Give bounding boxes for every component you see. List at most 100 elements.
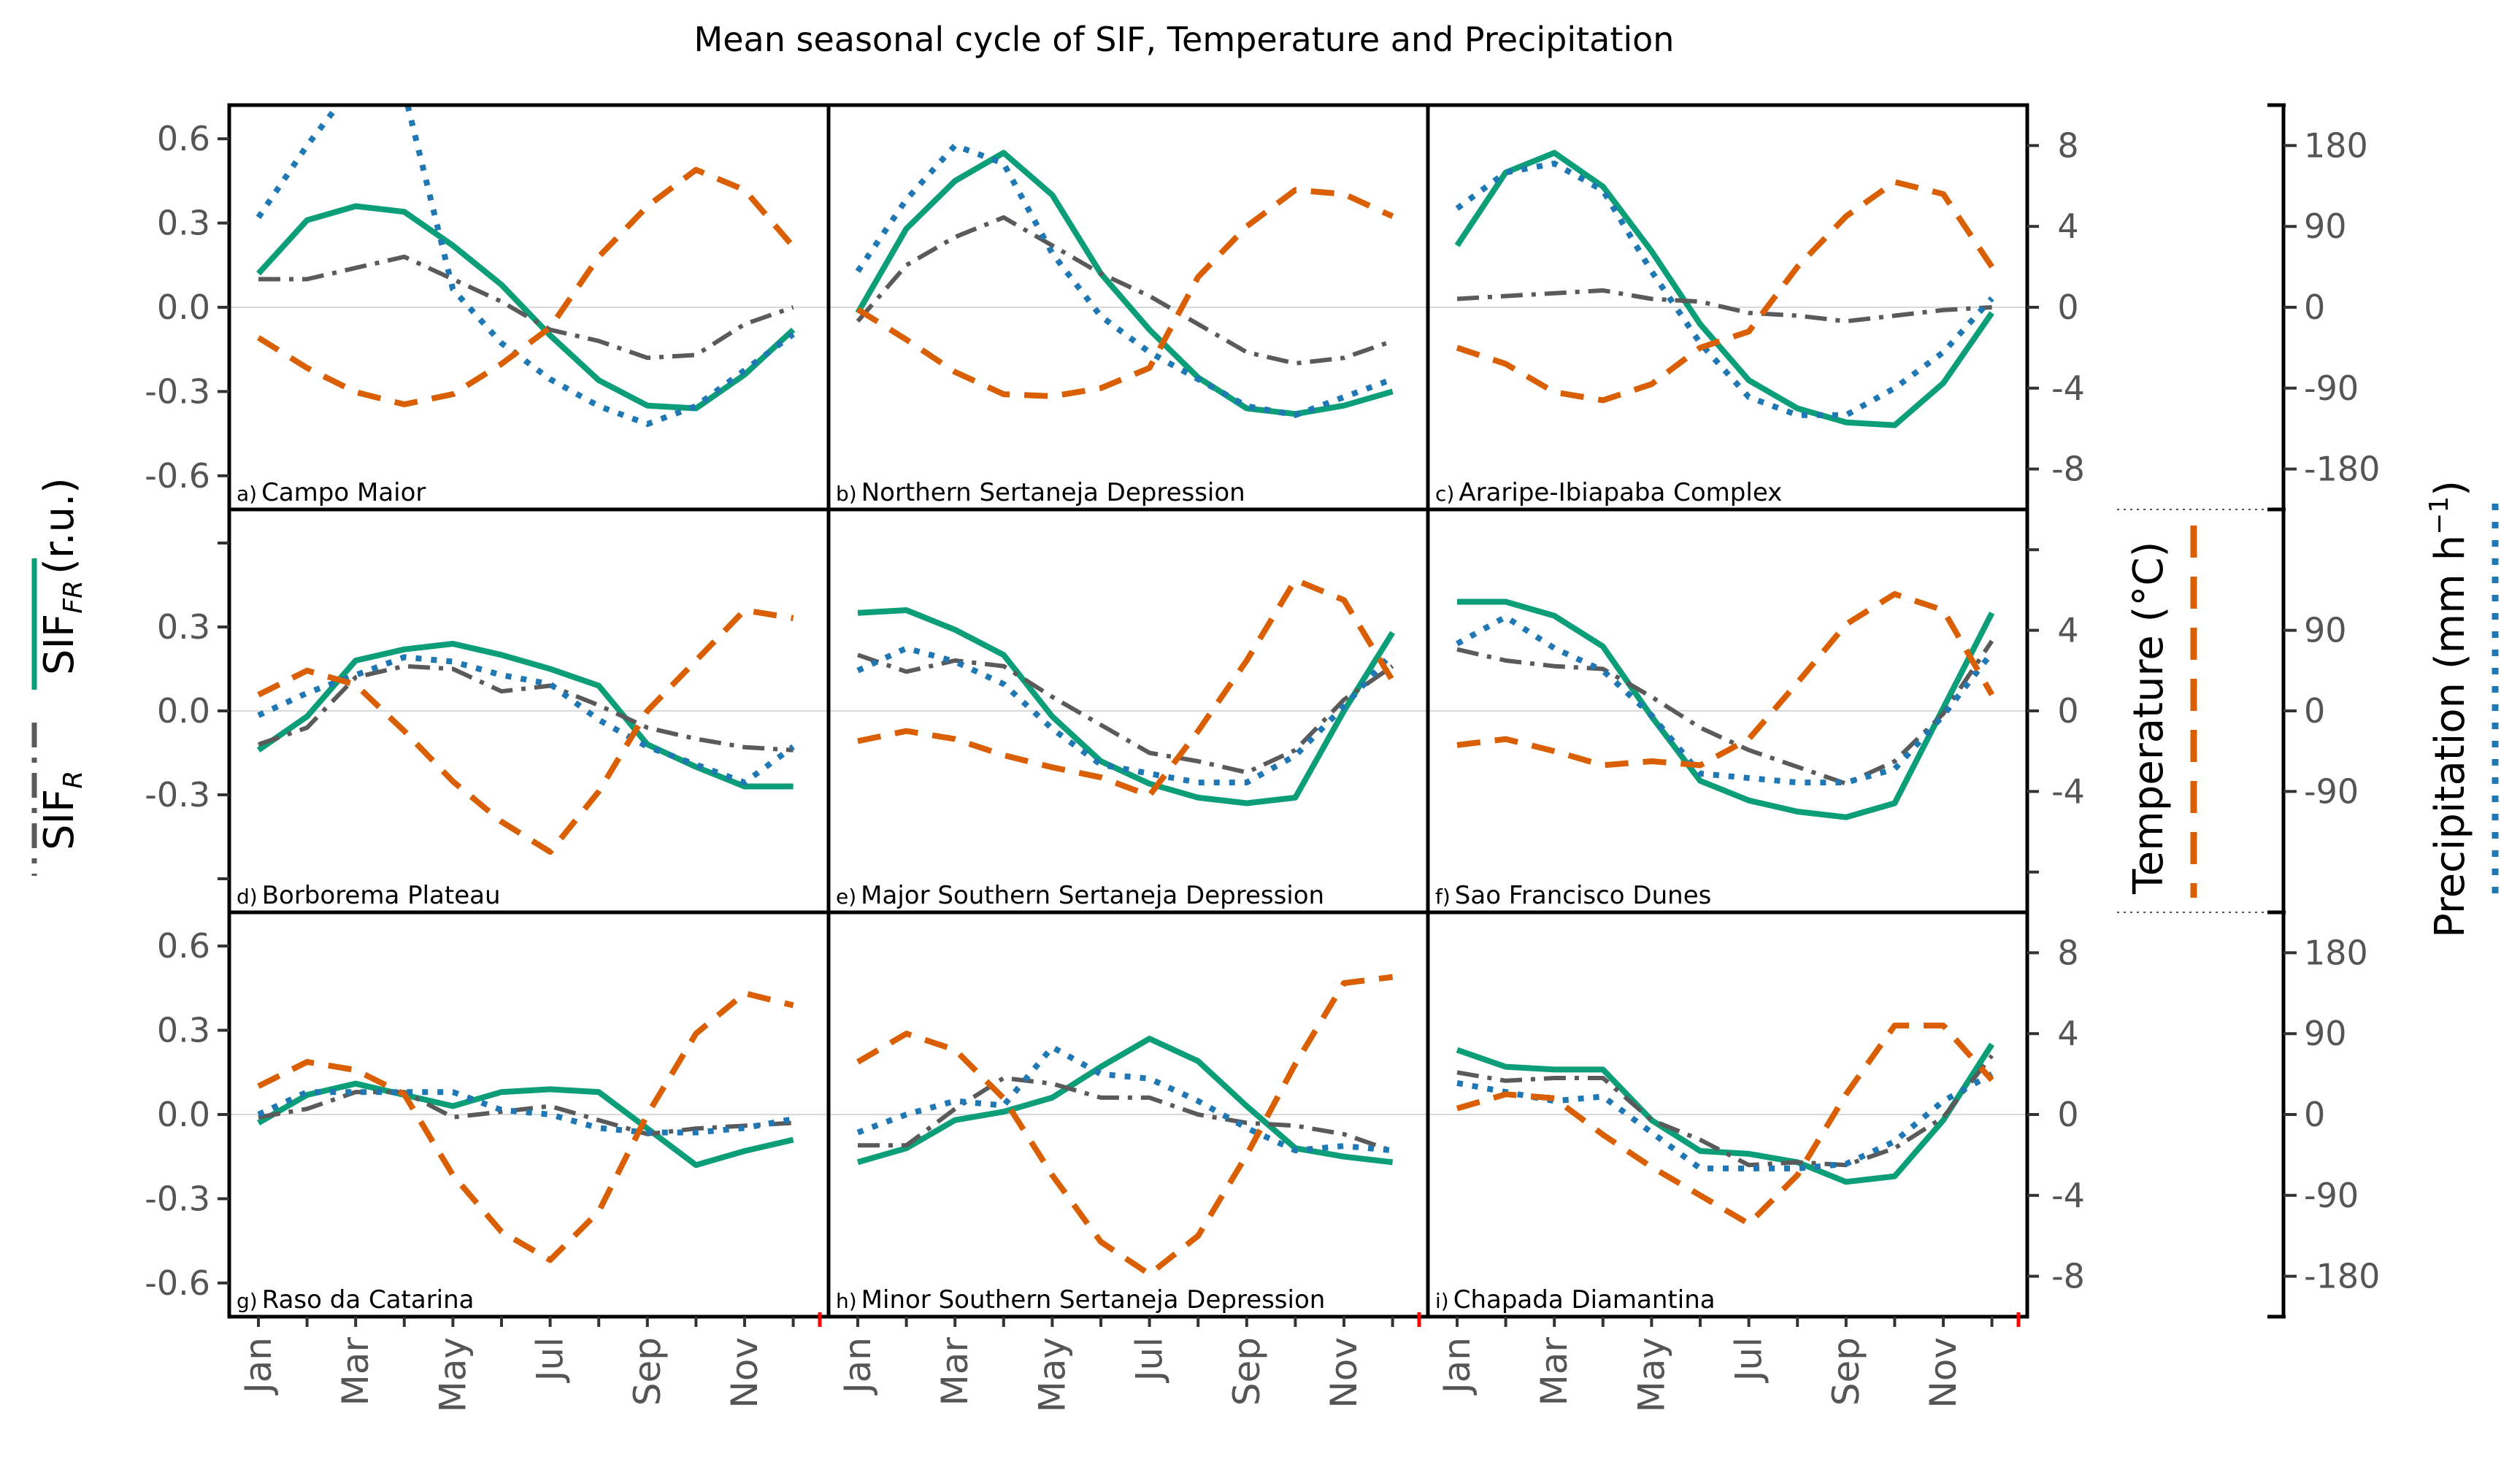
precipitation-tick-label: 0 [2304,1095,2325,1134]
panel-labels: a) Campo Maior b) Northern Sertaneja Depres… [237,478,1782,1314]
sif-r-line [858,1076,1394,1153]
temperature-line [1456,590,1995,769]
temperature-tick-label: 8 [2057,933,2078,972]
precipitation-tick-label: -90 [2304,771,2359,811]
panel-label: g) Raso da Catarina [237,1285,475,1314]
panel-series-d [256,607,795,855]
precipitation-tick-label: 180 [2304,933,2368,972]
sif-tick-label: 0.0 [157,1095,210,1134]
panel-series-g [257,990,794,1263]
precipitation-axis-label: Precipitation (mm h−1) [2424,480,2474,938]
precipitation-line [1455,161,1994,418]
sif-tick-label: -0.3 [145,1179,210,1218]
precipitation-line [257,1089,794,1136]
sif-r-line [258,663,794,752]
temperature-tick-label: 0 [2057,288,2078,327]
sif-fr-line [256,641,794,790]
month-tick-label: Sep [1226,1337,1268,1406]
sif-fr-line [857,607,1395,807]
sif-fr-line [1454,150,1994,428]
temperature-line [1456,1023,1994,1227]
panel-label: c) Araripe-Ibiapaba Complex [1435,478,1782,507]
panel-label: f) Sao Francisco Dunes [1435,881,1711,910]
temperature-tick-label: 4 [2057,1014,2078,1053]
panel-series-f [1456,590,1995,820]
panel-series-i [1456,1023,1994,1227]
precipitation-tick-label: 180 [2304,126,2368,165]
panel-series-h [856,974,1394,1277]
temperature-line [857,577,1396,798]
sif-tick-label: 0.0 [157,691,210,731]
chart-title: Mean seasonal cycle of SIF, Temperature … [694,20,1675,59]
sif-tick-label: -0.6 [145,1263,210,1303]
sif-fr-line [1457,598,1995,820]
month-tick-label: Jul [1129,1337,1171,1383]
temperature-tick-label: 8 [2057,126,2078,165]
panel-label: a) Campo Maior [237,478,426,507]
sif-tick-label: 0.0 [157,288,210,327]
sif-fr-line [257,1080,794,1169]
sif-fr-line [256,203,796,412]
panel-series-c [1454,150,1994,428]
sif-tick-label: 0.6 [157,926,210,966]
sif-fr-line [855,150,1394,417]
sif-tick-label: 0.3 [157,204,210,243]
month-tick-label: Sep [626,1337,669,1406]
temperature-tick-label: -4 [2051,1176,2085,1215]
sif-r-line [856,215,1394,366]
legend-label-sif-fr: SIFFR(r.u.) [36,477,88,675]
temperature-line [257,990,794,1263]
precipitation-axis-title: Precipitation (mm h−1) [2424,480,2499,938]
month-tick-label: Nov [1323,1337,1365,1409]
temperature-line [1456,179,1994,404]
temperature-axis-label: Temperature (°C) [2125,542,2173,895]
month-tick-label: Mar [1533,1337,1575,1406]
temperature-line [856,974,1394,1277]
month-tick-label: Jan [837,1337,879,1396]
sif-tick-label: 0.6 [157,119,210,158]
temperature-axis-title: Temperature (°C) [2125,526,2197,898]
precipitation-line [856,1044,1393,1154]
sif-r-line [1456,288,1992,324]
month-tick-label: Mar [934,1337,976,1406]
precipitation-tick-label: -180 [2304,450,2380,489]
month-tick-label: May [1630,1337,1672,1412]
precipitation-tick-label: -90 [2304,369,2359,408]
panel-series-a [256,105,796,427]
precipitation-tick-label: 90 [2304,207,2347,246]
panel-label: d) Borborema Plateau [237,881,501,910]
precipitation-line [1456,614,1994,786]
panel-grid [229,307,2027,1115]
sif-fr-line [856,1036,1394,1166]
precipitation-tick-label: 0 [2304,691,2325,731]
month-tick-label: Mar [334,1337,377,1406]
axes: 0.6 0.3 0.0 -0.3 -0.6 0.3 0.0 -0.3 0.6 0.3 0.0 -0.3… [145,103,2380,1412]
precipitation-line [257,654,795,786]
temperature-tick-label: -4 [2051,771,2085,811]
precipitation-tick-label: 90 [2304,1014,2347,1053]
precipitation-line [1456,1071,1994,1171]
sif-tick-label: -0.6 [145,456,210,496]
sif-r-line [857,652,1394,775]
temperature-tick-label: -4 [2051,369,2085,408]
precipitation-tick-label: -90 [2304,1176,2359,1215]
month-tick-label: Jul [529,1337,572,1383]
sif-r-line [258,254,794,361]
sif-r-line [1456,1054,1994,1168]
panel-label: i) Chapada Diamantina [1435,1285,1716,1314]
precipitation-line [256,105,795,427]
sif-r-line [258,1090,794,1136]
month-tick-label: Jan [237,1337,280,1396]
precipitation-tick-label: 90 [2304,611,2347,650]
month-tick-label: May [431,1337,474,1412]
temperature-tick-label: 0 [2057,1095,2078,1134]
precipitation-line [856,645,1395,786]
month-tick-label: Nov [1922,1337,1964,1409]
temperature-line [257,607,794,855]
month-tick-label: Jan [1436,1337,1478,1396]
precipitation-tick-label: 0 [2304,288,2325,327]
temperature-tick-label: 4 [2057,611,2078,650]
temperature-line [256,166,796,407]
panel-series-e [856,577,1396,807]
